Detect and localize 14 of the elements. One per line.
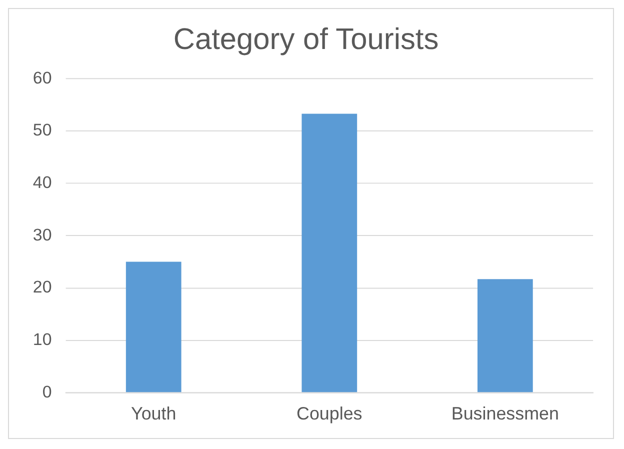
bar bbox=[126, 262, 182, 392]
y-tick-label: 0 bbox=[42, 382, 52, 402]
x-tick-label: Businessmen bbox=[451, 403, 559, 424]
y-tick-label: 20 bbox=[32, 278, 52, 297]
x-tick-label: Youth bbox=[131, 403, 176, 424]
y-tick-label: 60 bbox=[32, 68, 52, 88]
x-tick-label: Couples bbox=[296, 403, 362, 424]
y-tick-label: 30 bbox=[32, 225, 52, 244]
bar bbox=[477, 279, 533, 392]
y-tick-label: 40 bbox=[32, 172, 52, 192]
bar bbox=[302, 114, 358, 392]
chart-title: Category of Tourists bbox=[173, 23, 439, 56]
y-tick-label: 50 bbox=[32, 120, 52, 140]
y-tick-label: 10 bbox=[32, 330, 52, 349]
